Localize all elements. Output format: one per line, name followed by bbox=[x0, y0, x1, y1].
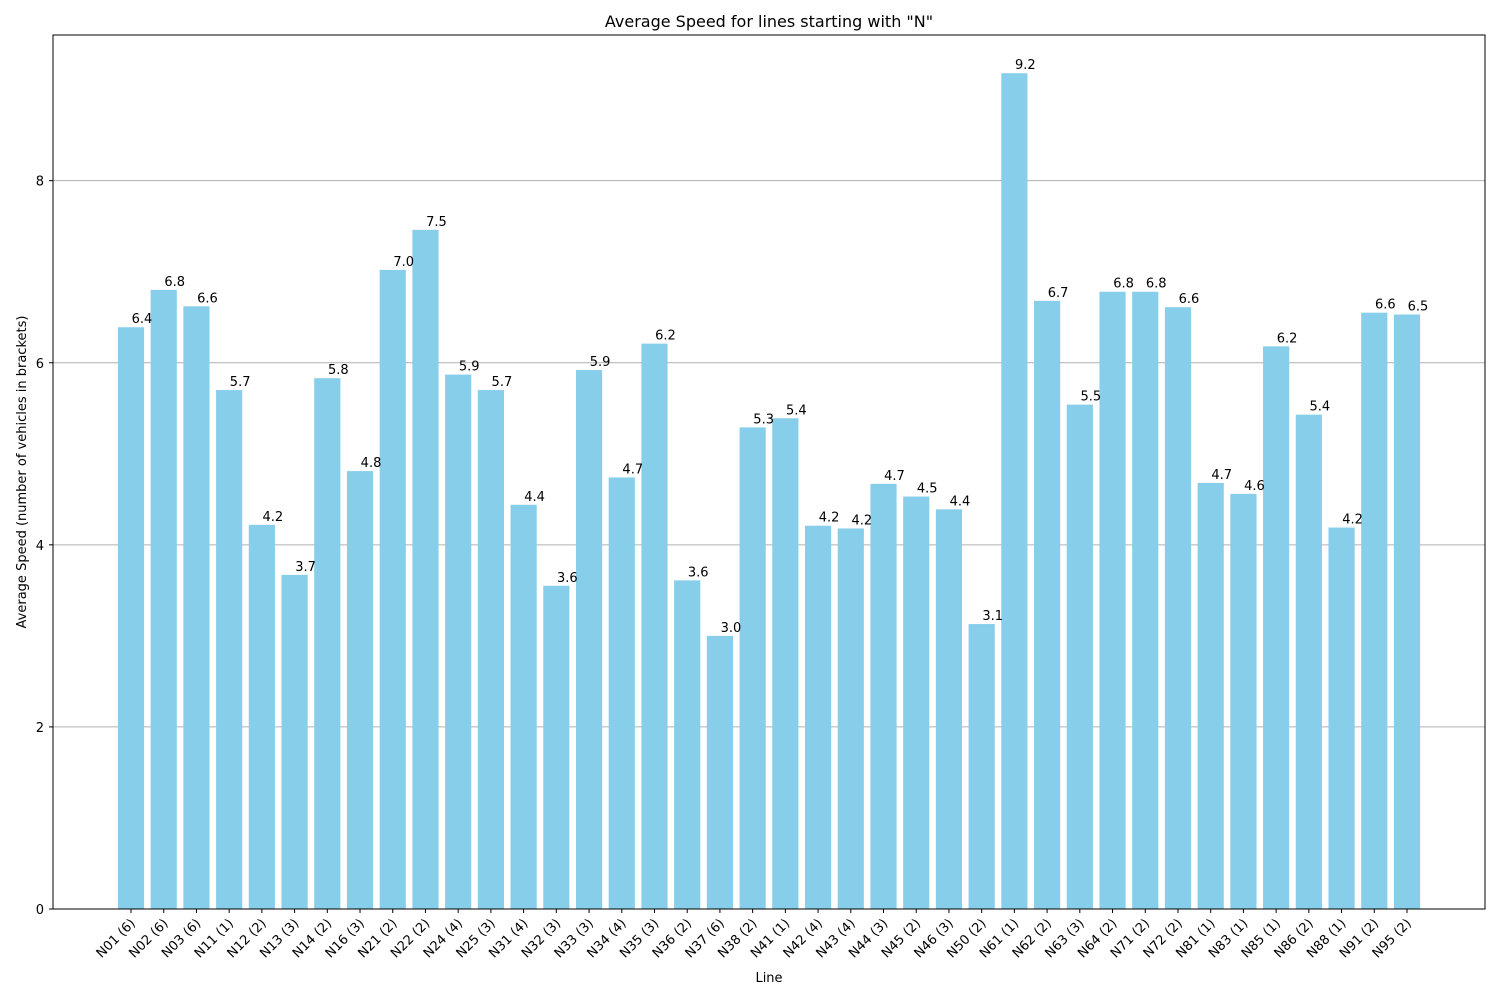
bar bbox=[1230, 493, 1257, 909]
data-label: 6.5 bbox=[1408, 299, 1429, 314]
data-label: 6.8 bbox=[1146, 277, 1167, 292]
data-label: 5.7 bbox=[230, 375, 251, 390]
bar bbox=[968, 624, 995, 909]
bar bbox=[346, 471, 374, 909]
data-label: 3.7 bbox=[295, 560, 316, 575]
bar bbox=[804, 525, 832, 909]
data-label: 4.7 bbox=[622, 462, 643, 477]
data-label: 5.9 bbox=[459, 360, 480, 375]
bar bbox=[117, 327, 145, 909]
bar bbox=[935, 509, 963, 909]
y-tick-label: 8 bbox=[36, 175, 44, 190]
data-label: 6.7 bbox=[1048, 286, 1069, 301]
data-label: 5.4 bbox=[786, 403, 807, 418]
bar bbox=[1263, 346, 1290, 909]
data-label: 6.6 bbox=[197, 291, 218, 306]
bar bbox=[641, 343, 668, 910]
bar bbox=[1328, 527, 1355, 909]
bar bbox=[575, 370, 603, 909]
bar bbox=[1393, 314, 1421, 909]
bar bbox=[248, 524, 275, 909]
bars bbox=[117, 73, 1421, 910]
bar bbox=[281, 574, 308, 909]
bar bbox=[543, 585, 570, 909]
data-label: 3.6 bbox=[557, 571, 578, 586]
data-label: 5.4 bbox=[1310, 400, 1331, 415]
data-label: 6.6 bbox=[1375, 298, 1396, 313]
chart-title: Average Speed for lines starting with "N… bbox=[605, 12, 933, 31]
bar bbox=[772, 418, 799, 909]
bar bbox=[608, 477, 635, 909]
bar bbox=[379, 269, 406, 909]
data-label: 5.8 bbox=[328, 363, 349, 378]
data-label: 4.8 bbox=[361, 456, 382, 471]
bar bbox=[1164, 307, 1192, 909]
bar bbox=[1001, 73, 1028, 910]
data-label: 5.9 bbox=[590, 355, 611, 370]
x-axis-label: Line bbox=[755, 971, 782, 986]
bar bbox=[1066, 404, 1093, 909]
data-label: 3.1 bbox=[982, 609, 1003, 624]
bar bbox=[674, 580, 701, 909]
bar bbox=[1361, 312, 1388, 909]
y-tick-label: 4 bbox=[36, 539, 44, 554]
y-axis-ticks: 0 2 4 6 8 bbox=[36, 175, 53, 918]
data-label: 7.5 bbox=[426, 215, 447, 230]
bar bbox=[216, 390, 243, 909]
bar bbox=[314, 378, 341, 910]
data-label: 4.4 bbox=[950, 494, 971, 509]
data-label: 4.2 bbox=[263, 510, 284, 525]
bar bbox=[739, 427, 766, 909]
bar bbox=[1099, 291, 1126, 909]
bar bbox=[412, 229, 439, 909]
plot-frame bbox=[52, 34, 1486, 910]
y-tick-label: 6 bbox=[36, 357, 44, 372]
y-axis-label: Average Speed (number of vehicles in bra… bbox=[15, 316, 30, 629]
data-label: 4.7 bbox=[884, 469, 905, 484]
y-tick-label: 0 bbox=[36, 903, 44, 918]
data-label: 4.2 bbox=[851, 513, 872, 528]
bar bbox=[1132, 291, 1159, 909]
data-label: 3.6 bbox=[688, 565, 709, 580]
data-label: 9.2 bbox=[1015, 58, 1036, 73]
data-label: 6.8 bbox=[164, 275, 185, 290]
data-label: 4.5 bbox=[917, 482, 938, 497]
bar bbox=[1295, 414, 1322, 909]
data-label: 6.2 bbox=[655, 329, 676, 344]
bar bbox=[706, 635, 734, 909]
data-label: 4.2 bbox=[819, 511, 840, 526]
bar bbox=[837, 528, 864, 909]
bar bbox=[150, 289, 177, 910]
data-label: 4.4 bbox=[524, 490, 545, 505]
bar bbox=[510, 504, 537, 909]
data-label: 4.2 bbox=[1342, 513, 1363, 528]
bar bbox=[1034, 300, 1061, 909]
bar bbox=[445, 374, 472, 909]
data-label: 6.8 bbox=[1113, 277, 1134, 292]
data-label: 6.2 bbox=[1277, 331, 1298, 346]
y-tick-label: 2 bbox=[36, 721, 44, 736]
data-label: 4.7 bbox=[1211, 468, 1232, 483]
data-label: 5.3 bbox=[753, 412, 774, 427]
bar bbox=[903, 496, 930, 909]
bar bbox=[870, 483, 897, 909]
x-axis-ticks: N01 (6)N02 (6)N03 (6)N11 (1)N12 (2)N13 (… bbox=[94, 909, 1415, 961]
bar bbox=[1197, 482, 1224, 909]
data-label: 5.7 bbox=[492, 375, 513, 390]
data-labels: 6.4 6.8 6.6 5.7 4.2 3.7 5.8 4.8 7.0 7.5 5.9 5.7 4.4 3… bbox=[132, 58, 1429, 636]
bar bbox=[183, 306, 210, 909]
data-label: 7.0 bbox=[393, 255, 414, 270]
data-label: 5.5 bbox=[1080, 390, 1101, 405]
data-label: 6.6 bbox=[1179, 292, 1200, 307]
bar bbox=[477, 390, 504, 909]
data-label: 4.6 bbox=[1244, 479, 1265, 494]
data-label: 3.0 bbox=[721, 621, 742, 636]
data-label: 6.4 bbox=[132, 312, 153, 327]
